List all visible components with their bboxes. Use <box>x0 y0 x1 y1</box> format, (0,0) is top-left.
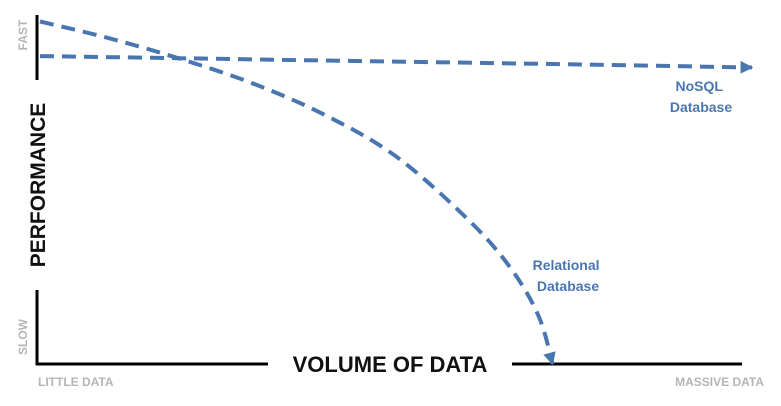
y-axis-label: PERFORMANCE <box>27 103 50 268</box>
x-tick-label-massive-data: MASSIVE DATA <box>675 375 764 389</box>
y-tick-label-fast: FAST <box>16 19 30 50</box>
x-axis-label: VOLUME OF DATA <box>293 352 488 377</box>
series-label-nosql: NoSQL Database <box>670 78 732 115</box>
series-line-nosql <box>39 54 754 74</box>
series-line-relational <box>39 19 556 366</box>
series-label-relational: Relational Database <box>533 257 604 294</box>
y-tick-label-slow: SLOW <box>16 318 30 355</box>
x-tick-label-little-data: LITTLE DATA <box>38 375 114 389</box>
